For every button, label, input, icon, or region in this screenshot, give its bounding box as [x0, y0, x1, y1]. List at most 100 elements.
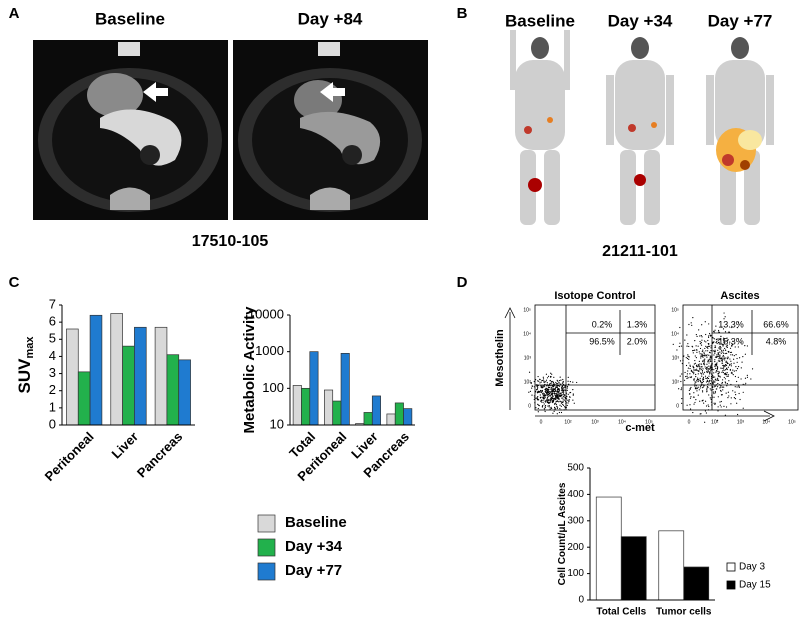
event-dot — [717, 360, 719, 362]
x-tick-label: Liver — [108, 429, 141, 462]
event-dot — [544, 405, 547, 407]
event-dot — [717, 379, 720, 381]
event-dot — [695, 376, 697, 378]
event-dot — [681, 397, 683, 400]
y-tick-label: 200 — [567, 542, 584, 553]
event-dot — [714, 403, 716, 406]
event-dot — [562, 387, 564, 389]
event-dot — [691, 370, 693, 373]
event-dot — [738, 392, 740, 395]
quadrant-percent: 13.3% — [718, 319, 744, 329]
event-dot — [542, 401, 544, 403]
event-dot — [549, 375, 552, 378]
event-dot — [707, 386, 709, 388]
event-dot — [558, 382, 560, 384]
bar — [394, 402, 404, 426]
event-dot — [740, 367, 742, 369]
event-dot — [549, 401, 551, 404]
event-dot — [558, 397, 560, 399]
event-dot — [705, 405, 708, 407]
event-dot — [713, 380, 715, 382]
event-dot — [710, 401, 713, 403]
event-dot — [545, 381, 547, 383]
event-dot — [707, 345, 710, 347]
flow-x-tick: 0 — [540, 419, 543, 425]
event-dot — [568, 383, 570, 385]
event-dot — [536, 384, 538, 386]
event-dot — [719, 345, 721, 348]
event-dot — [680, 389, 682, 391]
event-dot — [699, 340, 701, 343]
event-dot — [720, 386, 722, 388]
event-dot — [544, 394, 546, 396]
event-dot — [537, 386, 539, 388]
event-dot — [717, 375, 720, 377]
event-dot — [710, 380, 712, 382]
event-dot — [545, 391, 547, 393]
event-dot — [716, 364, 718, 366]
event-dot — [678, 388, 680, 390]
event-dot — [546, 377, 549, 379]
event-dot — [694, 362, 697, 364]
flow-y-tick: 10³ — [524, 355, 532, 361]
event-dot — [706, 389, 708, 391]
event-dot — [711, 368, 713, 371]
event-dot — [735, 366, 737, 368]
event-dot — [703, 362, 706, 364]
bar — [110, 313, 123, 426]
event-dot — [708, 354, 710, 356]
event-dot — [548, 398, 550, 401]
bar — [363, 412, 373, 426]
event-dot — [551, 397, 553, 399]
event-dot — [722, 371, 725, 374]
event-dot — [695, 345, 697, 347]
event-dot — [725, 392, 727, 394]
event-dot — [550, 398, 552, 401]
event-dot — [722, 328, 725, 330]
event-dot — [702, 376, 705, 378]
event-dot — [699, 335, 701, 337]
event-dot — [737, 376, 739, 378]
event-dot — [560, 379, 562, 381]
event-dot — [742, 356, 744, 358]
event-dot — [722, 349, 725, 351]
event-dot — [721, 371, 723, 374]
flow-x-tick: 10³ — [591, 419, 599, 425]
pet-images — [510, 30, 774, 225]
event-dot — [680, 387, 683, 389]
event-dot — [710, 367, 712, 369]
event-dot — [696, 369, 698, 371]
event-dot — [551, 380, 553, 383]
event-dot — [710, 377, 713, 379]
event-dot — [706, 356, 708, 358]
event-dot — [534, 397, 536, 399]
event-dot — [551, 393, 553, 395]
event-dot — [552, 386, 554, 388]
event-dot — [533, 386, 536, 388]
event-dot — [713, 369, 715, 371]
event-dot — [690, 369, 693, 371]
event-dot — [544, 401, 547, 403]
event-dot — [730, 365, 732, 367]
event-dot — [721, 381, 724, 384]
event-dot — [716, 386, 719, 388]
event-dot — [710, 363, 713, 365]
event-dot — [689, 388, 691, 390]
event-dot — [726, 352, 728, 354]
event-dot — [689, 397, 692, 399]
event-dot — [686, 334, 688, 336]
event-dot — [681, 373, 683, 375]
event-dot — [722, 356, 724, 358]
event-dot — [732, 340, 734, 342]
event-dot — [717, 406, 719, 408]
event-dot — [727, 396, 729, 399]
event-dot — [554, 393, 556, 395]
flow-x-tick: 10⁴ — [618, 419, 626, 425]
event-dot — [561, 397, 563, 399]
event-dot — [707, 350, 709, 352]
event-dot — [554, 407, 556, 409]
event-dot — [572, 389, 574, 391]
quadrant-percent: 96.5% — [589, 336, 615, 346]
event-dot — [699, 385, 702, 387]
event-dot — [716, 362, 718, 364]
